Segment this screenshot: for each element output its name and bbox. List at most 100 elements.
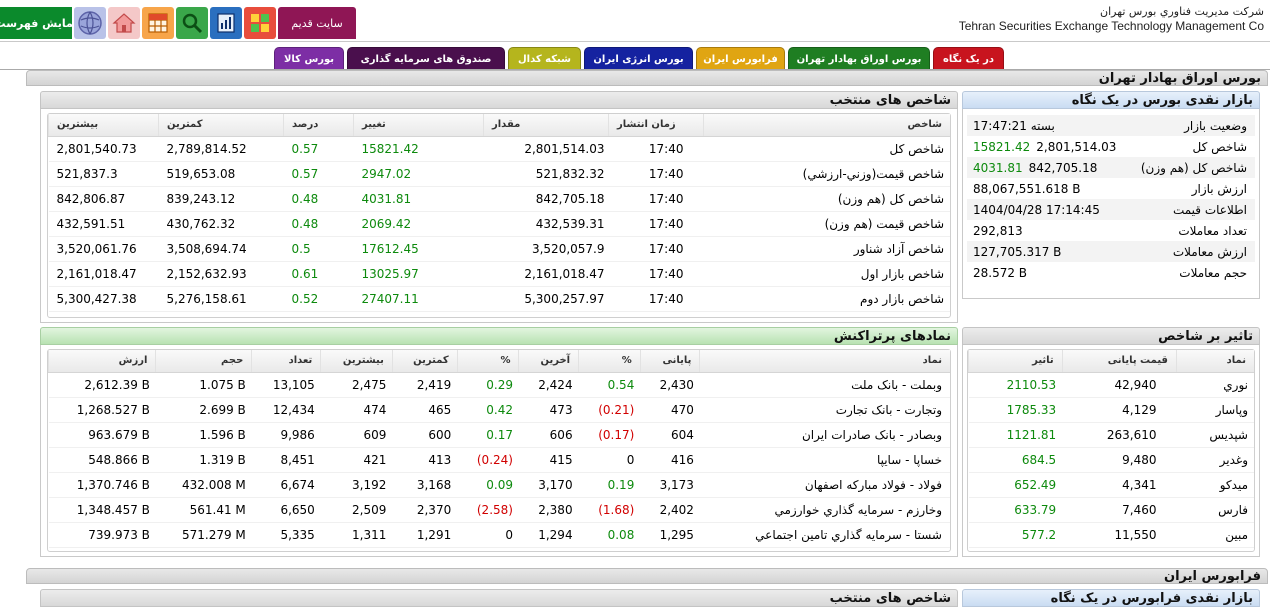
glance-value-cell: 292,813 bbox=[967, 220, 1127, 241]
show-list-button[interactable]: نمایش فهرست bbox=[0, 7, 72, 39]
indices-header[interactable]: بیشترین bbox=[48, 114, 159, 137]
active-row[interactable]: 963.679 B 1.596 B 9,986 609 600 0.17 606 (0.17)… bbox=[48, 422, 950, 448]
tab-funds[interactable]: صندوق های سرمایه گذاری bbox=[347, 47, 505, 70]
indices-cell[interactable]: شاخص آزاد شناور bbox=[703, 236, 950, 262]
indices-header[interactable]: شاخص bbox=[703, 114, 950, 137]
indices-row[interactable]: 2,801,540.73 2,789,814.52 0.57 15821.42 2,80… bbox=[48, 136, 950, 162]
active-header[interactable]: نماد bbox=[699, 350, 950, 373]
active-cell[interactable]: شستا - سرمايه گذاري تامين اجتماعي bbox=[699, 522, 950, 548]
active-cell: 6,674 bbox=[251, 472, 321, 498]
tab-ifb[interactable]: فرابورس ایران bbox=[696, 47, 785, 70]
tab-commodity[interactable]: بورس کالا bbox=[274, 47, 344, 70]
indices-cell: 5,300,257.97 bbox=[483, 286, 609, 312]
active-cell[interactable]: فولاد - فولاد مبارکه اصفهان bbox=[699, 472, 950, 498]
indices-row[interactable]: 521,837.3 519,653.08 0.57 2947.02 521,832.32… bbox=[48, 161, 950, 187]
active-header[interactable]: % bbox=[578, 350, 641, 373]
indices-cell[interactable]: شاخص قیمت(وزني-ارزشي) bbox=[703, 161, 950, 187]
active-row[interactable]: 739.973 B 571.279 M 5,335 1,311 1,291 0 1,294 0… bbox=[48, 522, 950, 548]
impact-header[interactable]: تاثیر bbox=[968, 350, 1063, 373]
glance-row: 1404/04/28 17:14:45 اطلاعات قیمت bbox=[967, 199, 1255, 220]
glance-value: 1404/04/28 17:14:45 bbox=[973, 202, 1100, 217]
active-row[interactable]: 548.866 B 1.319 B 8,451 421 413 (0.24) 415 0 416… bbox=[48, 447, 950, 473]
indices-cell: 2,152,632.93 bbox=[158, 261, 284, 287]
indices-cell[interactable]: شاخص قيمت (هم وزن) bbox=[703, 211, 950, 237]
impact-row[interactable]: 652.49 4,341 ميدكو bbox=[968, 472, 1254, 498]
tab-energy-exchange[interactable]: بورس انرژی ایران bbox=[584, 47, 693, 70]
active-row[interactable]: 1,370.746 B 432.008 M 6,674 3,192 3,168 0.09 3… bbox=[48, 472, 950, 498]
indices-row[interactable]: 3,520,061.76 3,508,694.74 0.5 17612.45 3,520… bbox=[48, 236, 950, 262]
impact-grid: تاثیر قیمت پایانی نماد 2110.53 42,940 نوري 17… bbox=[967, 349, 1255, 552]
impact-row[interactable]: 1121.81 263,610 شپديس bbox=[968, 422, 1254, 448]
old-site-button[interactable]: سایت قدیم bbox=[278, 7, 356, 39]
glance-row: 292,813 تعداد معاملات bbox=[967, 220, 1255, 241]
indices-cell[interactable]: شاخص بازار اول bbox=[703, 261, 950, 287]
impact-cell: 577.2 bbox=[968, 522, 1063, 548]
impact-row[interactable]: 633.79 7,460 فارس bbox=[968, 497, 1254, 523]
indices-header[interactable]: زمان انتشار bbox=[608, 114, 704, 137]
tab-overview[interactable]: در یک نگاه bbox=[933, 47, 1004, 70]
active-cell: 8,451 bbox=[251, 447, 321, 473]
active-header[interactable]: بیشترین bbox=[320, 350, 393, 373]
indices-cell[interactable]: شاخص کل (هم وزن) bbox=[703, 186, 950, 212]
active-header[interactable]: حجم bbox=[155, 350, 252, 373]
indices-header[interactable]: تغییر bbox=[353, 114, 484, 137]
indices-header[interactable]: کمترین bbox=[158, 114, 284, 137]
home-icon[interactable] bbox=[108, 7, 140, 39]
active-cell[interactable]: وتجارت - بانک تجارت bbox=[699, 397, 950, 423]
active-header[interactable]: % bbox=[456, 350, 519, 373]
active-header[interactable]: پایانی bbox=[639, 350, 700, 373]
glance-value: 842,705.18 bbox=[1028, 160, 1098, 175]
impact-cell[interactable]: وغدير bbox=[1176, 447, 1254, 473]
indices-row[interactable]: 432,591.51 430,762.32 0.48 2069.42 432,539.3… bbox=[48, 211, 950, 237]
active-row[interactable]: 2,612.39 B 1.075 B 13,105 2,475 2,419 0.29 2,4… bbox=[48, 372, 950, 398]
impact-cell[interactable]: فارس bbox=[1176, 497, 1254, 523]
impact-row[interactable]: 2110.53 42,940 نوري bbox=[968, 372, 1254, 398]
active-cell: 561.41 M bbox=[155, 497, 252, 523]
impact-row[interactable]: 1785.33 4,129 وپاسار bbox=[968, 397, 1254, 423]
active-cell: 571.279 M bbox=[155, 522, 252, 548]
section-ifb-title: فرابورس ایران bbox=[26, 568, 1268, 584]
indices-header[interactable]: درصد bbox=[283, 114, 354, 137]
ifb-indices-title: شاخص های منتخب bbox=[40, 589, 958, 607]
glance-value-cell: 15821.42 2,801,514.03 bbox=[967, 136, 1127, 157]
impact-cell: 11,550 bbox=[1062, 522, 1177, 548]
table-icon[interactable] bbox=[142, 7, 174, 39]
search-icon[interactable] bbox=[176, 7, 208, 39]
active-header[interactable]: آخرین bbox=[518, 350, 579, 373]
impact-cell: 652.49 bbox=[968, 472, 1063, 498]
impact-cell: 1785.33 bbox=[968, 397, 1063, 423]
active-header[interactable]: تعداد bbox=[251, 350, 321, 373]
impact-row[interactable]: 684.5 9,480 وغدير bbox=[968, 447, 1254, 473]
impact-cell[interactable]: ميدكو bbox=[1176, 472, 1254, 498]
active-symbols-panel: ارزش حجم تعداد بیشترین کمترین% آخرین% پایانی نم… bbox=[40, 345, 958, 557]
impact-header[interactable]: نماد bbox=[1175, 350, 1254, 373]
active-cell: 0.17 bbox=[457, 422, 519, 448]
active-cell[interactable]: وبصادر - بانک صادرات ایران bbox=[699, 422, 950, 448]
chart-icon[interactable] bbox=[244, 7, 276, 39]
impact-cell[interactable]: مبين bbox=[1176, 522, 1254, 548]
tab-codal[interactable]: شبکه کدال bbox=[508, 47, 581, 70]
active-cell: 2,419 bbox=[392, 372, 458, 398]
globe-icon[interactable] bbox=[74, 7, 106, 39]
indices-row[interactable]: 842,806.87 839,243.12 0.48 4031.81 842,705.1… bbox=[48, 186, 950, 212]
active-row[interactable]: 1,348.457 B 561.41 M 6,650 2,509 2,370 (2.58)… bbox=[48, 497, 950, 523]
indices-row[interactable]: 5,300,427.38 5,276,158.61 0.52 27407.11 5,30… bbox=[48, 286, 950, 312]
impact-cell[interactable]: شپديس bbox=[1176, 422, 1254, 448]
indices-cell[interactable]: شاخص کل bbox=[703, 136, 950, 162]
active-cell[interactable]: وبملت - بانک ملت bbox=[699, 372, 950, 398]
impact-cell[interactable]: نوري bbox=[1176, 372, 1254, 398]
tab-tse[interactable]: بورس اوراق بهادار تهران bbox=[788, 47, 930, 70]
active-cell[interactable]: خساپا - سايپا bbox=[699, 447, 950, 473]
active-header[interactable]: ارزش bbox=[47, 350, 156, 373]
active-cell[interactable]: وخارزم - سرمايه گذاري خوارزمي bbox=[699, 497, 950, 523]
active-header[interactable]: کمترین bbox=[391, 350, 458, 373]
impact-row[interactable]: 577.2 11,550 مبين bbox=[968, 522, 1254, 548]
active-row[interactable]: 1,268.527 B 2.699 B 12,434 474 465 0.42 473 (0.… bbox=[48, 397, 950, 423]
impact-cell[interactable]: وپاسار bbox=[1176, 397, 1254, 423]
report-icon[interactable] bbox=[210, 7, 242, 39]
impact-header[interactable]: قیمت پایانی bbox=[1061, 350, 1177, 373]
indices-header[interactable]: مقدار bbox=[483, 114, 609, 137]
indices-row[interactable]: 2,161,018.47 2,152,632.93 0.61 13025.97 2,16… bbox=[48, 261, 950, 287]
indices-cell[interactable]: شاخص بازار دوم bbox=[703, 286, 950, 312]
glance-label: ارزش بازار bbox=[1191, 181, 1247, 196]
